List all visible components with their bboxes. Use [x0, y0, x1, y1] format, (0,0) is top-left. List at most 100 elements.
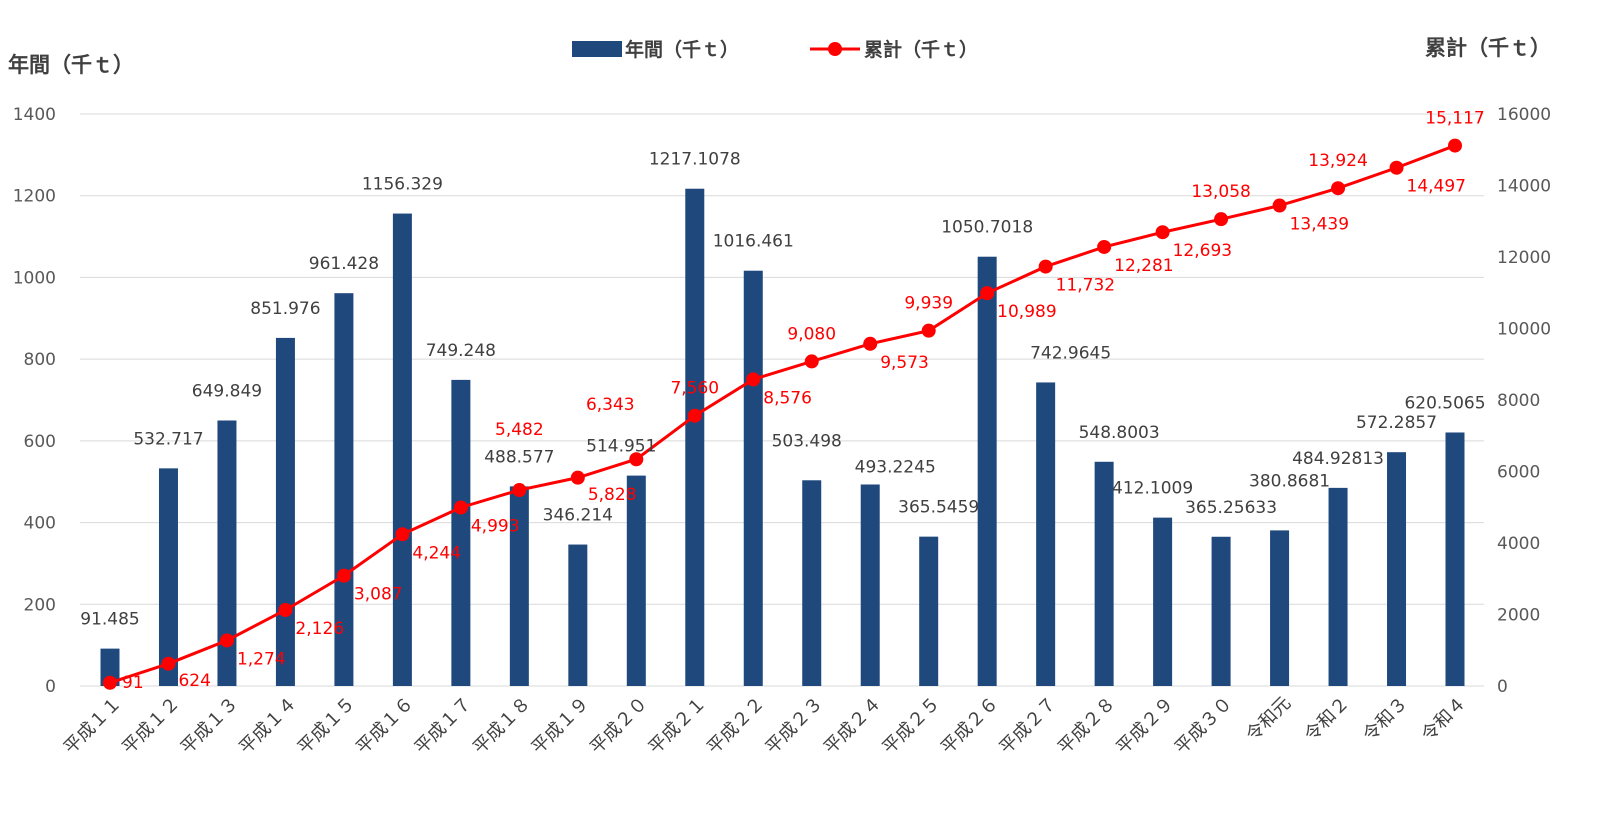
line-data-label: 11,732	[1056, 276, 1115, 296]
bar-series	[100, 188, 1465, 686]
y-left-tick-label: 600	[24, 432, 56, 452]
bar	[1387, 452, 1407, 686]
bar	[1445, 432, 1465, 686]
y-right-axis-title: 累計（千ｔ）	[1425, 36, 1551, 60]
bar	[100, 648, 120, 686]
y-right-tick-label: 10000	[1497, 320, 1551, 340]
legend-line-marker	[828, 42, 842, 56]
line-data-label: 12,693	[1173, 241, 1232, 261]
cumulative-marker	[1038, 259, 1053, 274]
line-data-label: 13,439	[1290, 215, 1349, 235]
cumulative-marker	[746, 372, 761, 387]
bar-data-label: 514.951	[586, 437, 656, 457]
cumulative-marker	[804, 354, 819, 369]
bar	[275, 337, 295, 686]
x-tick-label: 平成２０	[586, 693, 652, 759]
line-data-label: 9,080	[787, 324, 836, 344]
cumulative-marker	[1097, 239, 1112, 254]
cumulative-marker	[1331, 181, 1346, 196]
x-tick-label: 平成１２	[118, 693, 184, 759]
y-right-tick-label: 2000	[1497, 606, 1540, 626]
x-tick-label: 平成１９	[528, 693, 594, 759]
bar	[626, 475, 646, 686]
x-tick-label: 平成１４	[235, 693, 301, 759]
y-right-tick-label: 14000	[1497, 177, 1551, 197]
y-left-tick-label: 200	[24, 595, 56, 615]
bar-data-label: 365.5459	[898, 498, 979, 518]
line-data-label: 624	[178, 671, 210, 691]
x-tick-label: 平成２６	[937, 693, 1003, 759]
cumulative-marker	[1272, 198, 1287, 213]
x-tick-label: 平成２２	[703, 693, 769, 759]
y-left-tick-label: 0	[45, 677, 56, 697]
x-tick-label: 令和３	[1359, 693, 1412, 746]
y-left-tick-label: 400	[24, 514, 56, 534]
x-tick-label: 平成１１	[60, 693, 126, 759]
bar	[509, 486, 529, 686]
bar-data-label: 412.1009	[1112, 479, 1193, 499]
y-right-tick-label: 6000	[1497, 463, 1540, 483]
x-tick-label: 令和元	[1242, 693, 1295, 746]
line-data-label: 4,244	[412, 543, 461, 563]
cumulative-marker	[395, 527, 410, 542]
y-left-tick-label: 800	[24, 350, 56, 370]
x-tick-label: 平成２３	[762, 693, 828, 759]
bar	[802, 480, 822, 686]
bar	[568, 544, 588, 686]
y-left-tick-label: 1200	[13, 187, 56, 207]
y-right-tick-label: 0	[1497, 677, 1508, 697]
bar	[919, 536, 939, 686]
cumulative-marker	[219, 633, 234, 648]
bar-data-label: 572.2857	[1356, 413, 1437, 433]
line-data-label: 10,989	[997, 302, 1056, 322]
bar	[217, 420, 237, 686]
cumulative-marker	[1389, 160, 1404, 175]
line-data-label: 12,281	[1114, 256, 1173, 276]
y-right-tick-label: 12000	[1497, 248, 1551, 268]
bar	[334, 293, 354, 686]
bar	[1036, 382, 1056, 686]
legend-line-label: 累計（千ｔ）	[864, 38, 978, 61]
bar	[977, 256, 997, 686]
x-tick-label: 平成２４	[820, 693, 886, 759]
bar	[685, 188, 705, 686]
cumulative-marker	[980, 286, 995, 301]
cumulative-marker	[336, 568, 351, 583]
bar-data-label: 488.577	[484, 447, 554, 467]
bar	[451, 379, 471, 686]
cumulative-marker	[687, 408, 702, 423]
line-data-label: 6,343	[586, 395, 635, 415]
bar-data-label: 1050.7018	[941, 218, 1033, 238]
bar-data-label: 346.214	[543, 506, 613, 526]
bar-data-label: 1217.1078	[649, 150, 741, 170]
x-tick-label: 平成１３	[177, 693, 243, 759]
x-tick-label: 平成３０	[1171, 693, 1237, 759]
line-data-label: 1,274	[237, 649, 286, 669]
line-data-label: 14,497	[1407, 177, 1466, 197]
x-tick-label: 令和２	[1301, 693, 1354, 746]
bar-data-label: 649.849	[192, 381, 262, 401]
cumulative-marker	[453, 500, 468, 515]
bar-data-label: 1016.461	[713, 232, 794, 252]
line-series	[103, 138, 1462, 690]
x-tick-label: 平成２９	[1112, 693, 1178, 759]
cumulative-marker	[278, 602, 293, 617]
bar-data-label: 365.25633	[1185, 498, 1277, 518]
bar-data-label: 742.9645	[1030, 343, 1111, 363]
bar-data-label: 961.428	[309, 254, 379, 274]
x-tick-label: 平成２８	[1054, 693, 1120, 759]
x-tick-label: 平成１８	[469, 693, 535, 759]
cumulative-marker	[103, 675, 117, 690]
cumulative-marker	[1448, 138, 1462, 153]
y-left-axis-title: 年間（千ｔ）	[8, 53, 134, 77]
bar	[1094, 461, 1114, 686]
bar-data-label: 1156.329	[362, 175, 443, 195]
y-right-tick-label: 4000	[1497, 534, 1540, 554]
y-right-tick-label: 8000	[1497, 391, 1540, 411]
x-tick-label: 平成２１	[645, 693, 711, 759]
x-tick-label: 平成１７	[411, 693, 477, 759]
line-data-label: 91	[122, 673, 144, 693]
line-data-label: 2,126	[295, 619, 344, 639]
line-data-label: 9,939	[904, 294, 953, 314]
bar-data-label: 548.8003	[1079, 423, 1160, 443]
